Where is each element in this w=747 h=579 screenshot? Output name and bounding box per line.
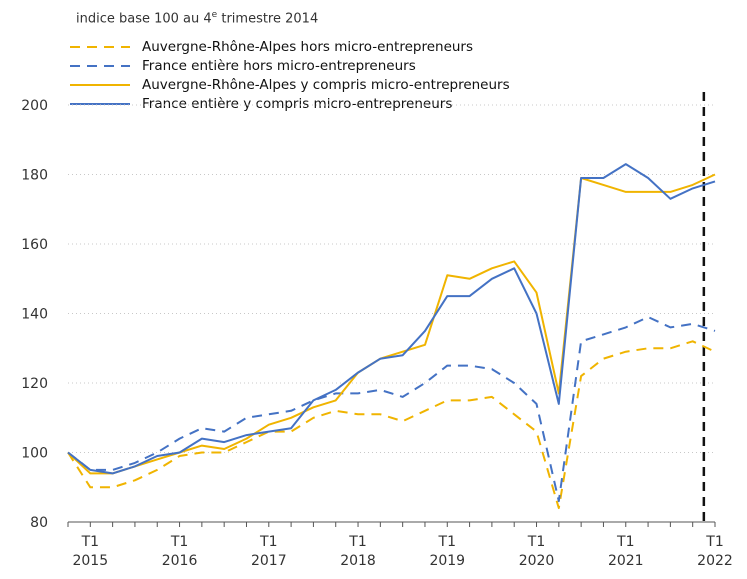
legend-item: Auvergne-Rhône-Alpes y compris micro-ent… — [68, 75, 510, 94]
legend-label: Auvergne-Rhône-Alpes hors micro-entrepre… — [142, 38, 474, 55]
x-tick-label: 2020 — [519, 553, 555, 569]
legend-swatch — [70, 83, 130, 86]
y-tick-label: 140 — [21, 307, 48, 323]
x-tick-label: T1 — [616, 534, 634, 550]
legend-label: France entière y compris micro-entrepren… — [142, 95, 453, 112]
legend: Auvergne-Rhône-Alpes hors micro-entrepre… — [68, 37, 510, 113]
legend-swatch — [70, 45, 130, 48]
y-tick-label: 80 — [30, 515, 48, 531]
y-tick-label: 200 — [21, 98, 48, 114]
series-line — [67, 173, 716, 475]
unit-label: indice base 100 au 4e trimestre 2014 — [76, 10, 319, 27]
y-tick-label: 120 — [21, 376, 48, 392]
x-tick-label: T1 — [170, 534, 188, 550]
legend-item: France entière y compris micro-entrepren… — [68, 94, 510, 113]
x-tick-label: 2022 — [697, 553, 733, 569]
x-tick-label: 2018 — [340, 553, 376, 569]
x-tick-label: T1 — [705, 534, 723, 550]
series-line — [67, 340, 716, 510]
y-tick-label: 160 — [21, 237, 48, 253]
x-tick-label: 2017 — [251, 553, 287, 569]
legend-item: Auvergne-Rhône-Alpes hors micro-entrepre… — [68, 37, 510, 56]
x-tick-label: T1 — [438, 534, 456, 550]
x-tick-label: T1 — [527, 534, 545, 550]
legend-swatch — [70, 64, 130, 67]
y-tick-label: 100 — [21, 446, 48, 462]
series-line — [67, 163, 716, 475]
x-tick-label: T1 — [348, 534, 366, 550]
y-tick-label: 180 — [21, 168, 48, 184]
x-tick-label: 2015 — [72, 553, 108, 569]
x-tick-label: 2021 — [608, 553, 644, 569]
x-tick-label: T1 — [81, 534, 99, 550]
legend-swatch — [70, 102, 130, 105]
legend-label: Auvergne-Rhône-Alpes y compris micro-ent… — [142, 76, 510, 93]
x-tick-label: 2016 — [162, 553, 198, 569]
series-line — [67, 316, 716, 503]
x-tick-label: T1 — [259, 534, 277, 550]
x-tick-label: 2019 — [429, 553, 465, 569]
legend-label: France entière hors micro-entrepreneurs — [142, 57, 416, 74]
legend-item: France entière hors micro-entrepreneurs — [68, 56, 510, 75]
